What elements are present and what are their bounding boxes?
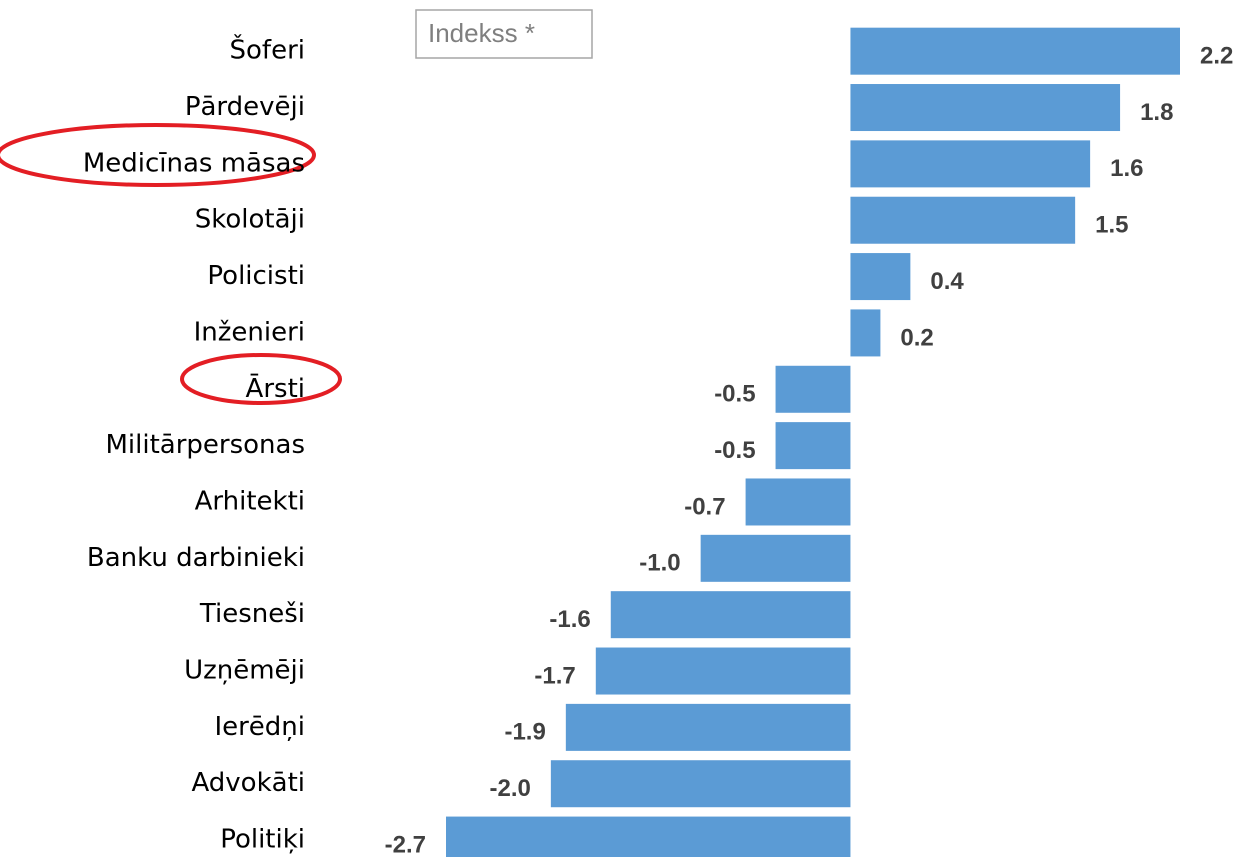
bar xyxy=(700,534,851,582)
category-label: Inženieri xyxy=(194,317,305,347)
annotation-box xyxy=(415,9,593,59)
bar xyxy=(610,591,851,639)
bar xyxy=(850,84,1121,132)
bar xyxy=(850,140,1091,188)
value-label: -2.0 xyxy=(489,775,530,802)
category-label: Arhitekti xyxy=(195,486,305,516)
value-label: 0.4 xyxy=(930,268,964,295)
highlight-ellipse xyxy=(180,353,342,405)
value-label: -1.7 xyxy=(534,662,575,689)
bar xyxy=(850,309,881,357)
category-label: Medicīnas māsas xyxy=(83,148,305,178)
category-label: Ārsti xyxy=(246,373,305,404)
value-label: 1.5 xyxy=(1095,212,1128,239)
value-label: -0.5 xyxy=(714,437,755,464)
bar xyxy=(565,703,851,751)
value-label: -1.9 xyxy=(504,719,545,746)
category-label: Skolotāji xyxy=(195,205,305,235)
category-label: Šoferi xyxy=(230,34,305,66)
bar xyxy=(775,365,851,413)
value-label: 2.2 xyxy=(1200,43,1233,70)
value-label: 0.2 xyxy=(900,324,933,351)
category-label: Militārpersonas xyxy=(105,430,305,460)
bar xyxy=(745,478,851,526)
bar xyxy=(595,647,851,695)
bar xyxy=(550,760,851,808)
bar xyxy=(850,253,911,301)
value-label: -2.7 xyxy=(385,831,426,857)
category-label: Politiķi xyxy=(220,825,305,855)
category-label: Policisti xyxy=(207,261,305,291)
value-label: -0.5 xyxy=(714,381,755,408)
highlight-ellipse xyxy=(0,123,316,187)
value-label: -1.0 xyxy=(639,550,680,577)
annotation: Indekss * xyxy=(428,18,535,48)
bar xyxy=(775,422,851,470)
category-label: Tiesneši xyxy=(199,599,305,629)
bar xyxy=(850,196,1076,244)
category-label: Uzņēmēji xyxy=(184,656,305,686)
bar xyxy=(446,816,851,857)
bar xyxy=(850,27,1180,75)
value-label: -0.7 xyxy=(684,493,725,520)
value-label: -1.6 xyxy=(549,606,590,633)
category-label: Pārdevēji xyxy=(185,92,305,122)
category-label: Advokāti xyxy=(191,768,305,798)
value-label: 1.8 xyxy=(1140,99,1173,126)
category-label: Banku darbinieki xyxy=(87,543,305,573)
category-label: Ierēdņi xyxy=(214,712,305,742)
value-label: 1.6 xyxy=(1110,155,1143,182)
